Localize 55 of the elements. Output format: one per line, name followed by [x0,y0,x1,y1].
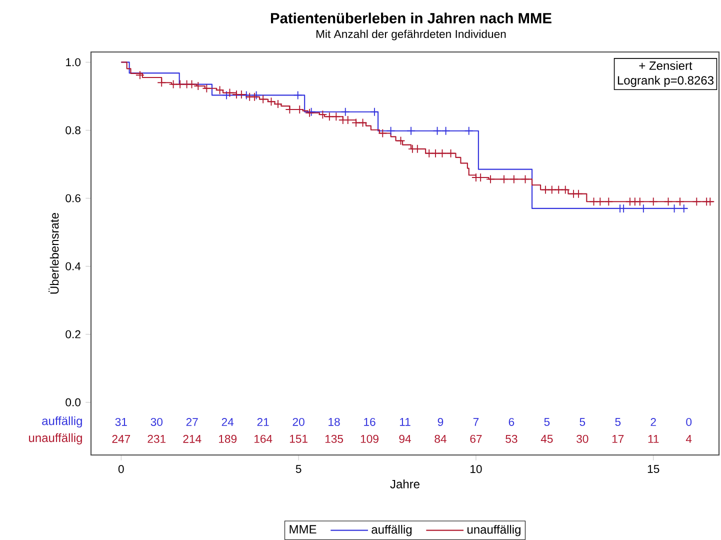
annotation: 16 [364,418,376,426]
x-tick-label: 5 [296,465,302,473]
x-tick-label: 0 [118,465,124,474]
annotation: 247 [112,434,130,443]
legend-label: auffällig [372,524,412,536]
annotation: 67 [470,434,482,443]
annotation: 18 [328,418,340,426]
annotation: 231 [148,434,166,443]
annotation: 6 [508,418,514,426]
text: unauffällig [29,433,82,444]
x-tick-label: 15 [648,465,660,473]
annotation: 24 [222,418,234,426]
y-tick-label: 0.6 [66,194,80,202]
annotation: 164 [254,434,272,443]
annotation: 30 [576,434,588,443]
annotation: 11 [400,418,410,426]
y-tick-label: 0.2 [66,330,80,338]
annotation: 53 [506,434,518,443]
annotation: 135 [325,434,344,443]
annotation: 214 [183,434,202,443]
y-tick-label: 1.0 [66,58,81,66]
annotation: 5 [615,418,621,426]
annotation: 21 [257,418,269,426]
text: auffällig [42,416,82,428]
annotation: 151 [290,434,308,443]
x-tick-label: 10 [470,465,482,474]
annotation: 27 [186,418,198,426]
x-axis-title: Jahre [390,480,420,488]
chart-subtitle: Mit Anzahl der gefährdeten Individuen [316,30,506,40]
annotation: Logrank p=0.8263 [618,76,714,87]
legend-label: unauffällig [468,524,520,536]
chart-title: Patientenüberleben in Jahren nach MME [270,12,552,24]
annotation: 30 [150,418,162,426]
annotation: + Zensiert [639,61,692,70]
y-tick-label: 0.4 [66,262,81,270]
y-tick-label: 0.8 [66,126,80,134]
annotation: 7 [473,418,479,426]
annotation: 84 [434,434,446,443]
annotation: 0 [686,418,692,426]
annotation: 109 [360,434,378,443]
annotation: 45 [540,434,553,443]
annotation: 2 [650,418,656,426]
annotation: 5 [544,418,550,426]
y-axis-title: Überlebensrate [48,213,59,294]
annotation: 31 [115,418,127,426]
annotation: 4 [686,434,692,443]
annotation: 9 [438,418,444,426]
annotation: 11 [648,434,659,443]
annotation: 17 [612,434,624,443]
annotation: 20 [292,418,304,426]
annotation: 5 [580,418,586,426]
annotation: 94 [399,434,411,443]
legend-title: MME [290,525,316,534]
y-tick-label: 0.0 [66,398,81,406]
annotation: 189 [219,434,237,443]
